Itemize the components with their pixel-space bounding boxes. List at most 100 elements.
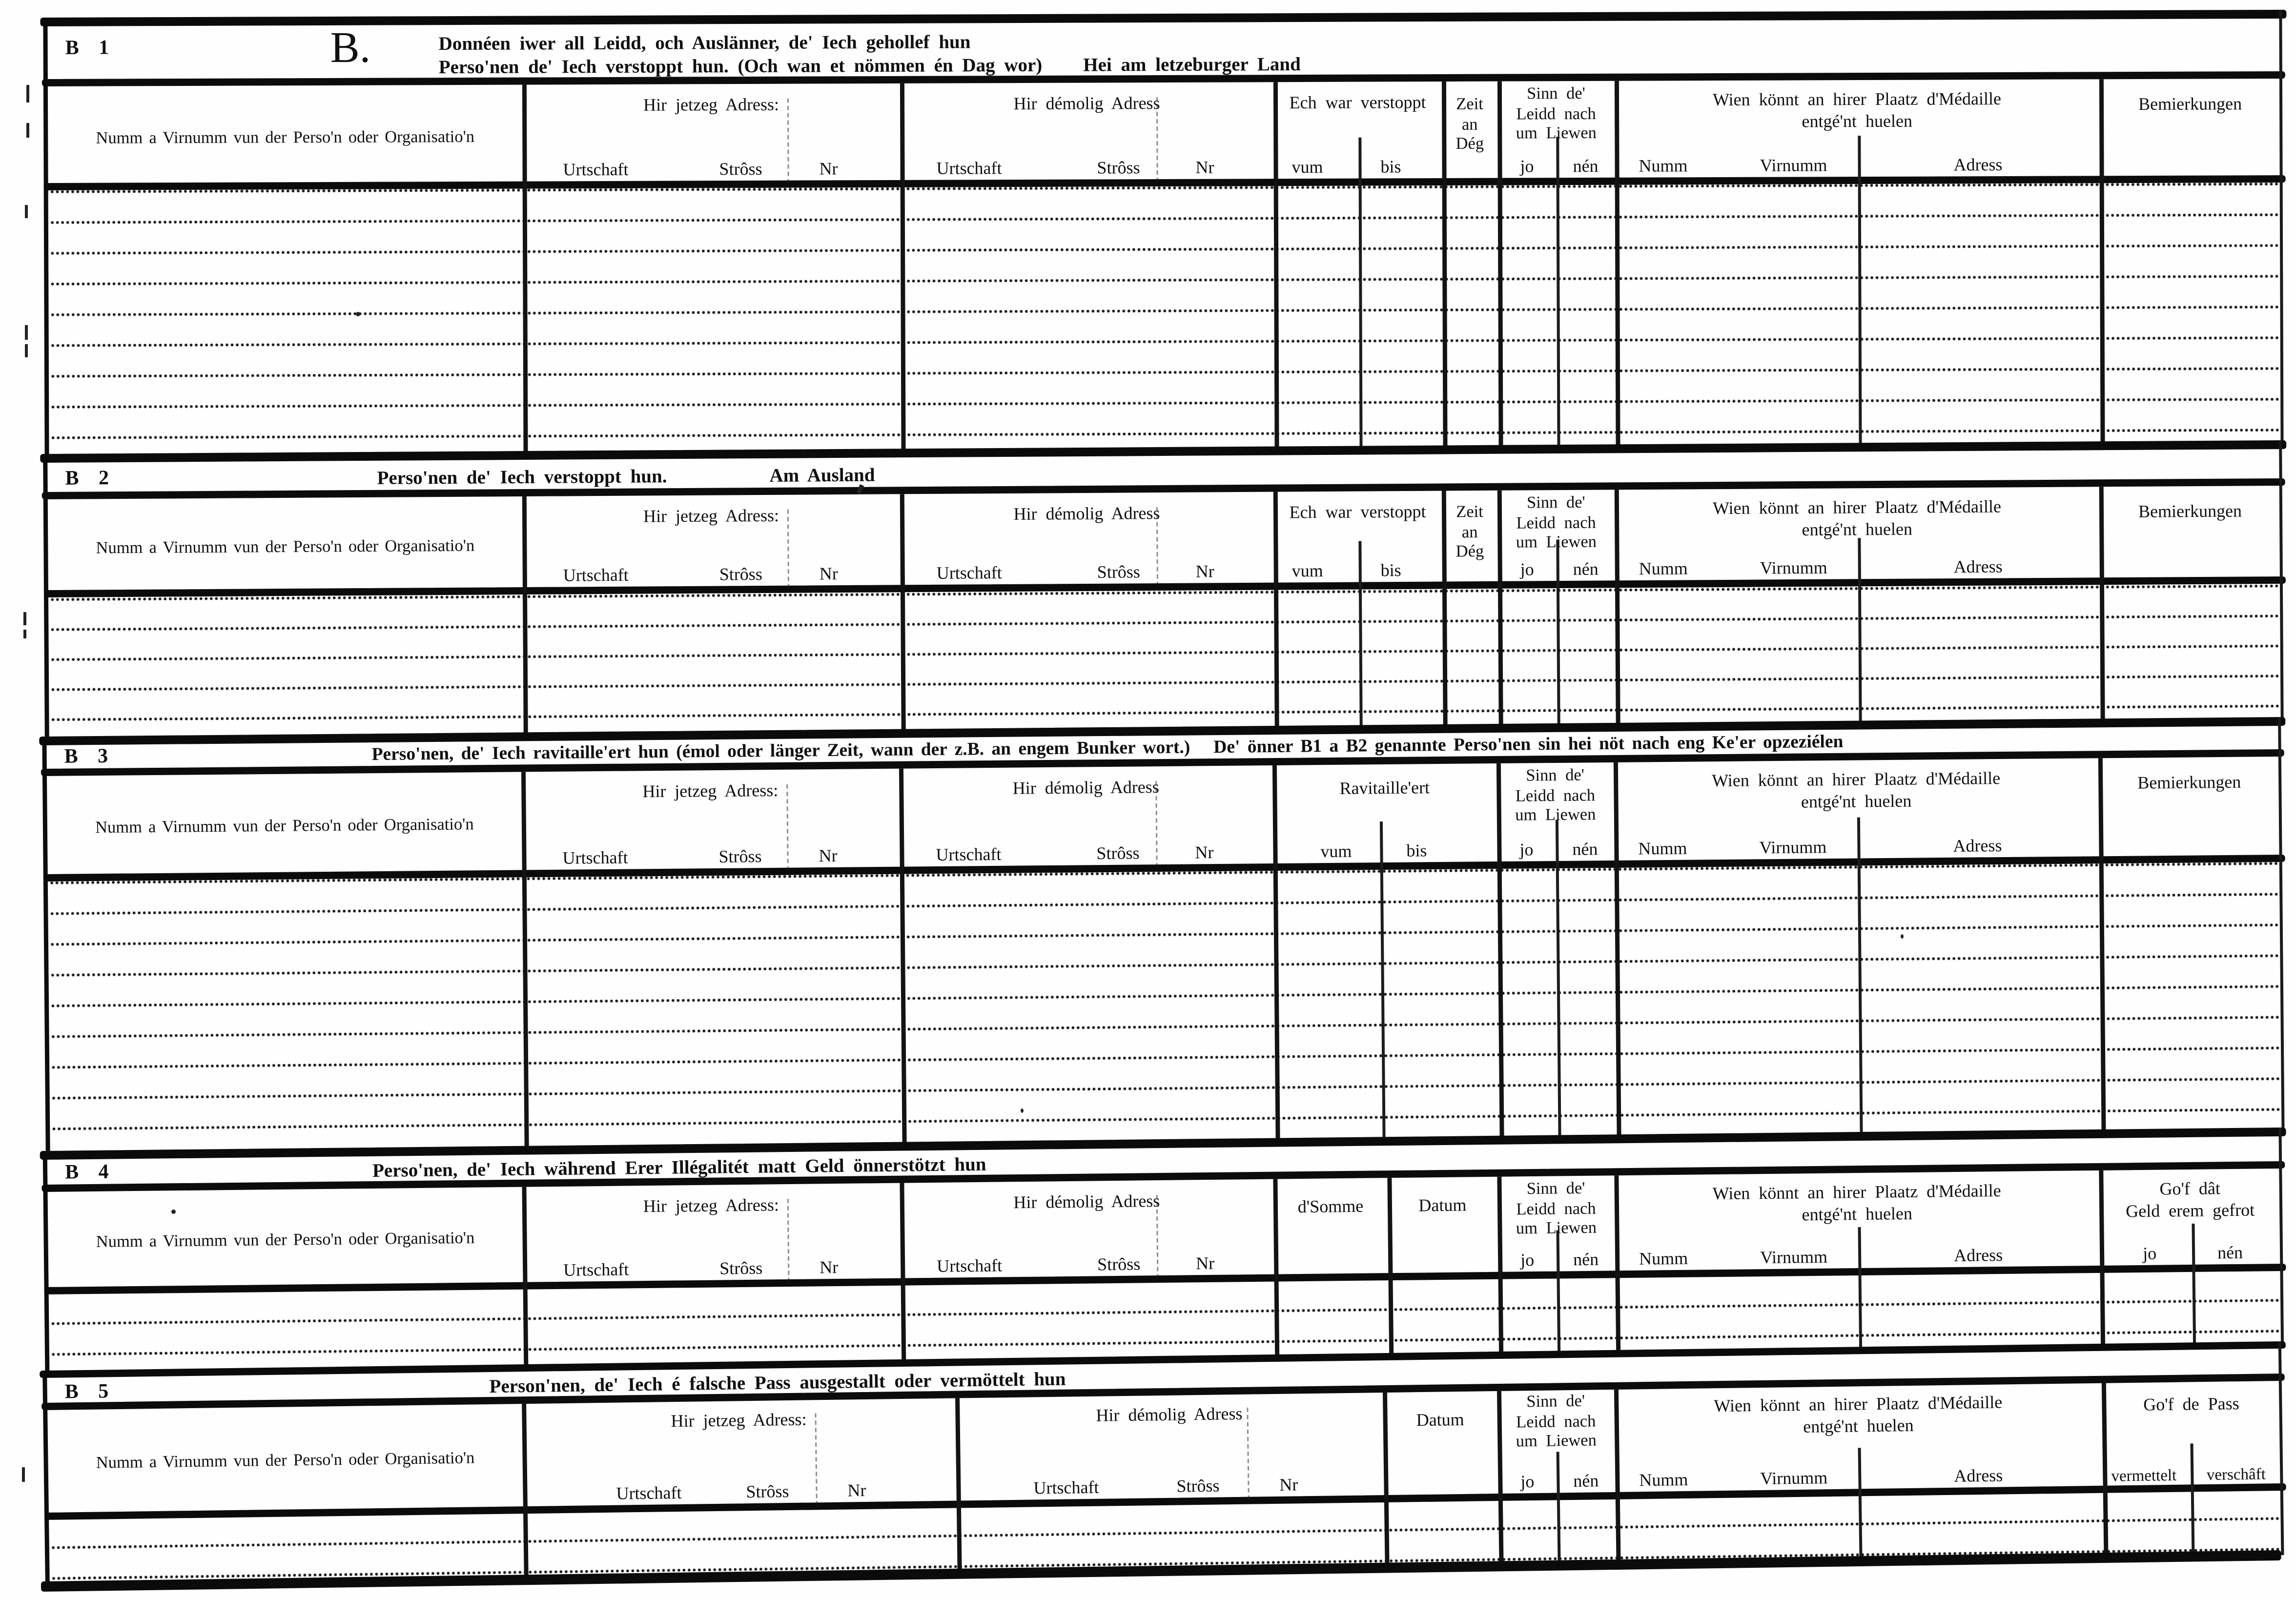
col-label: Zeit an Dég [1442,96,1497,156]
col-label: Hir démolig Adress [1012,777,1159,799]
scan-artifact [356,312,360,316]
sub-labels: Urtschaft Strôss Nr [523,1256,901,1282]
label-line: um Liewen [1516,1219,1597,1238]
sub-label: jo [1519,839,1534,860]
col-label: Sinn de' Leidd nach um Liewen [1497,85,1615,145]
col-label: Hir démolig Adress [1013,93,1160,114]
sub-label: jo [2142,1243,2157,1264]
table-b5: Numm a Virnumm vun der Perso'n oder Orga… [0,1379,2296,1585]
sub-label: vum [1292,156,1323,178]
scan-artifact [25,325,28,340]
title-text: Perso'nen de' Iech verstoppt hun. [377,465,667,489]
sub-label: bis [1380,560,1401,581]
sub-label: Nr [1195,561,1214,582]
sub-labels: jo nén [1497,839,1614,862]
header-hidden-period: Ech war verstoppt vum bis [1273,491,1442,590]
sub-label: Numm [1639,558,1688,579]
col-label: Ravitaille'ert [1339,777,1430,799]
sub-label: Urtschaft [616,1482,682,1504]
header-current-address: Hir jetzeg Adress: Urtschaft Strôss Nr [522,1183,901,1290]
sub-label: Virnumm [1760,1467,1828,1489]
header-still-alive: Sinn de' Leidd nach um Liewen jo nén [1497,81,1615,185]
sub-label: Adress [1953,835,2002,856]
col-label: entgé'nt huelen [1802,110,1912,132]
writing-lines [50,583,2284,734]
sub-label: nén [1573,155,1599,177]
section-code: B 3 [64,746,116,769]
sub-label: jo [1520,1471,1535,1492]
sub-labels: jo nén [2100,1242,2281,1266]
col-label: Wien könnt an hirer Plaatz d'Médaille [1713,88,2002,110]
label-line: an [1461,523,1478,541]
sub-label: Urtschaft [562,847,628,868]
label-line: Leidd nach [1516,1200,1596,1218]
sub-labels: vum bis [1273,156,1442,179]
section-b1: B 1 B. Donnéen iwer all Leidd, och Auslä… [0,9,2296,454]
label-line: Zeit [1456,96,1483,114]
col-label: Ech war verstoppt [1289,92,1426,113]
sub-label: Strôss [1097,157,1140,178]
sub-label: Urtschaft [563,564,629,586]
sub-label: nén [2217,1242,2243,1263]
writing-lines [49,182,2284,451]
col-label: Sinn de' Leidd nach um Liewen [1497,494,1615,554]
header-current-address: Hir jetzeg Adress: Urtschaft Strôss Nr [521,769,900,878]
label-line: Sinn de' [1526,1180,1585,1199]
label-line: Zeit [1456,503,1483,522]
sub-labels: jo nén [1498,1470,1616,1494]
sub-labels: Numm Virnumm Adress [1614,834,2099,861]
col-label: Hir démolig Adress [1013,503,1160,524]
sub-label: Adress [1954,1465,2003,1486]
section-b2: B 2 Perso'nen de' Iech verstoppt hun. Am … [0,440,2296,737]
sub-label: Strôss [1097,561,1140,582]
sub-label: nén [1573,558,1599,579]
writing-lines [49,862,2285,1148]
sub-labels: Numm Virnumm Adress [1615,555,2100,580]
scan-artifact [25,344,28,357]
sub-label: Adress [1953,1244,2003,1266]
label-line: Sinn de' [1526,494,1585,513]
sub-label: Nr [1195,842,1214,863]
sub-label: verschâft [2206,1466,2266,1484]
section-b5: B 5 Person'nen, de' Iech é falsche Pass … [0,1341,2296,1585]
header-current-address: Hir jetzeg Adress: Urtschaft Strôss Nr [522,83,901,189]
sub-labels: jo nén [1498,558,1615,581]
col-label: Hir jetzeg Adress: [642,779,779,802]
sub-label: Numm [1639,1469,1688,1491]
sub-labels: Numm Virnumm Adress [1615,1464,2103,1492]
label-line: um Liewen [1516,124,1597,143]
section-b3: B 3 Perso'nen, de' Iech ravitaille'ert h… [0,717,2296,1151]
col-label: Bemierkungen [2138,93,2242,115]
label-line: Sinn de' [1526,767,1585,785]
label-line: um Liewen [1516,1432,1597,1451]
col-label: Hir jetzeg Adress: [643,505,779,527]
col-label: Bemierkungen [2138,500,2242,522]
sub-label: Strôss [719,158,762,180]
section-code: B 4 [64,1162,116,1185]
table-b4: Numm a Virnumm vun der Perso'n oder Orga… [0,1169,2296,1371]
sub-label: Urtschaft [563,1259,629,1280]
header-medal-recipient: Wien könnt an hirer Plaatz d'Médaille en… [1614,758,2099,868]
sub-label: nén [1572,839,1598,860]
label-line: an [1461,116,1478,134]
header-current-address: Hir jetzeg Adress: Urtschaft Strôss Nr [522,494,901,595]
label-line: Sinn de' [1527,85,1585,103]
sub-label: Strôss [746,1481,789,1502]
title-suffix: Am Ausland [769,463,875,486]
scan-artifact [171,1210,176,1214]
section-title: Perso'nen de' Iech verstoppt hun. Am Ausl… [377,464,875,490]
sub-labels: Urtschaft Strôss Nr [956,1473,1384,1500]
col-label: Ech war verstoppt [1289,501,1426,523]
sub-label: jo [1520,1250,1535,1271]
header-name-col: Numm a Virnumm vun der Perso'n oder Orga… [96,1230,475,1251]
col-label: entgé'nt huelen [1802,1203,1913,1225]
label-line: Leidd nach [1516,105,1596,123]
sub-labels: Urtschaft Strôss Nr [523,563,901,587]
col-label: Datum [1418,1194,1467,1216]
sub-labels: jo nén [1497,156,1615,178]
sub-labels: Urtschaft Strôss Nr [900,157,1273,180]
label-line: Leidd nach [1515,786,1596,805]
sub-label: Strôss [719,1257,763,1279]
sub-label: vum [1320,841,1352,862]
